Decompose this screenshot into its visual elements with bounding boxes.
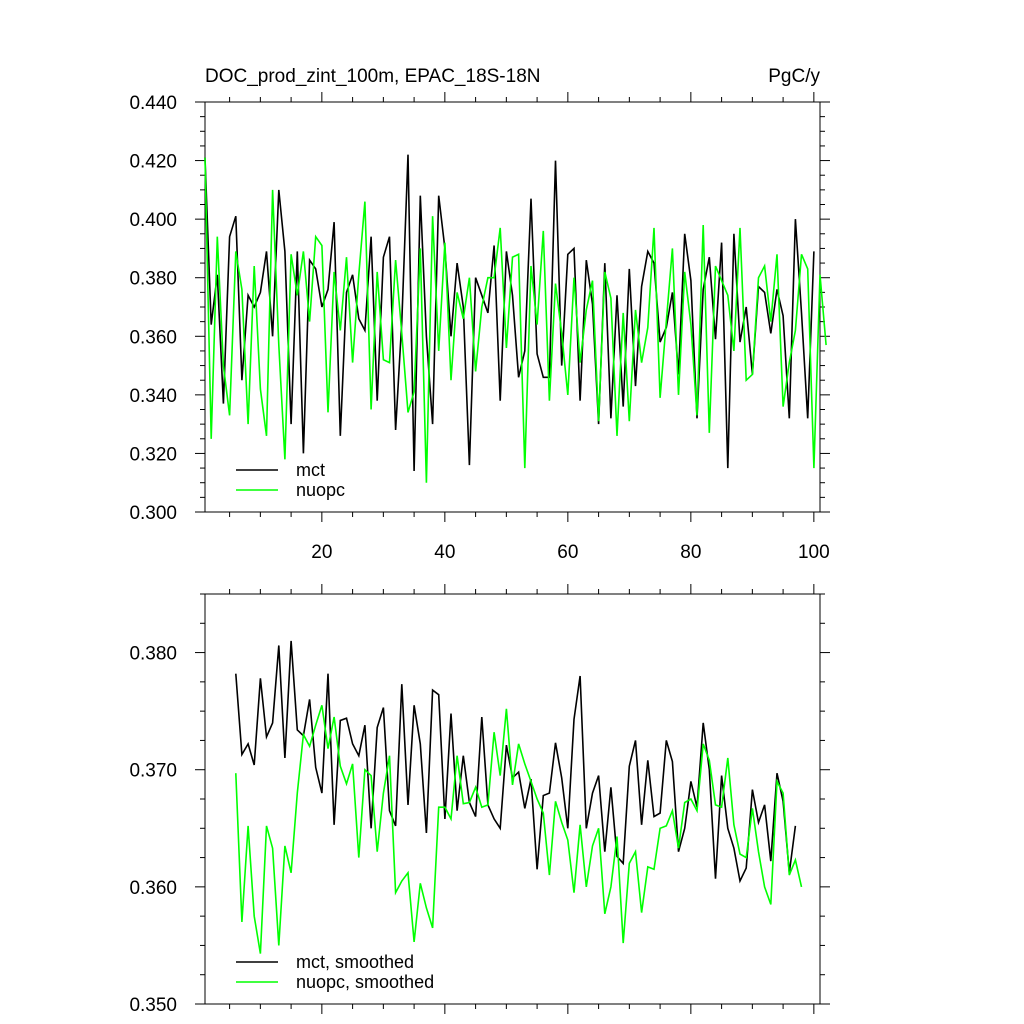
x-tick-label: 60 — [557, 542, 578, 563]
y-tick-label: 0.380 — [129, 644, 177, 665]
series-line-nuopc — [204, 157, 827, 483]
x-tick-label: 20 — [311, 542, 332, 563]
series-line-mct-smoothed — [235, 640, 797, 884]
y-tick-label: 0.440 — [129, 93, 177, 114]
y-tick-label: 0.340 — [129, 386, 177, 407]
y-tick-label: 0.360 — [129, 878, 177, 899]
y-tick-label: 0.400 — [129, 210, 177, 231]
chart-title: DOC_prod_zint_100m, EPAC_18S-18N — [205, 66, 541, 87]
legend-label: mct — [296, 460, 325, 480]
series-line-mct — [204, 154, 815, 472]
units-label: PgC/y — [768, 66, 820, 87]
y-tick-label: 0.370 — [129, 761, 177, 782]
series-line-nuopc-smoothed — [235, 705, 803, 954]
legend-label: nuopc, smoothed — [296, 972, 434, 992]
bottom-panel: 0.350 0.360 0.370 0.380 mct, smoothednuopc, … — [129, 584, 830, 1016]
legend-label: nuopc — [296, 480, 345, 500]
legend-label: mct, smoothed — [296, 952, 414, 972]
y-tick-label: 0.360 — [129, 327, 177, 348]
y-tick-label: 0.380 — [129, 269, 177, 290]
y-tick-label: 0.300 — [129, 503, 177, 524]
x-tick-label: 80 — [680, 542, 701, 563]
y-tick-label: 0.420 — [129, 152, 177, 173]
y-tick-label: 0.350 — [129, 995, 177, 1016]
y-tick-label: 0.320 — [129, 444, 177, 465]
x-tick-label: 100 — [798, 542, 830, 563]
top-panel: DOC_prod_zint_100m, EPAC_18S-18N PgC/y 20 4… — [129, 66, 830, 563]
x-tick-label: 40 — [434, 542, 455, 563]
